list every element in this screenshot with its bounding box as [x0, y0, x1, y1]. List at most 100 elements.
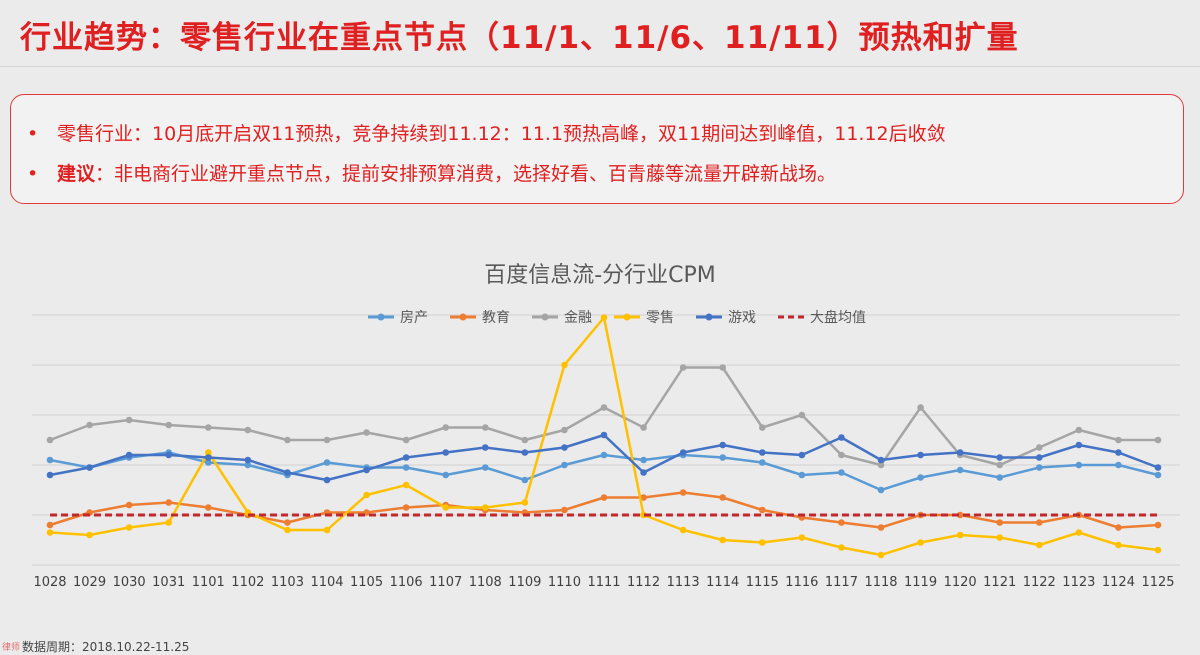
data-point [719, 364, 727, 371]
data-point [1035, 541, 1043, 549]
data-point [402, 504, 410, 511]
legend-swatch-marker [623, 313, 631, 321]
data-point [1154, 436, 1162, 444]
data-point [996, 454, 1004, 461]
x-tick-label: 1120 [944, 575, 977, 590]
data-point [1154, 464, 1162, 471]
data-point [917, 404, 924, 411]
x-tick-label: 1113 [667, 575, 700, 590]
legend-label: 大盘均值 [810, 309, 866, 326]
x-tick-label: 1116 [785, 575, 818, 590]
x-tick-label: 1118 [864, 575, 897, 590]
data-point [323, 436, 331, 444]
data-point [284, 519, 291, 526]
data-point [838, 519, 845, 526]
x-tick-label: 1122 [1023, 575, 1056, 590]
x-tick-label: 1028 [33, 575, 66, 590]
data-point [996, 519, 1004, 526]
data-point [719, 441, 727, 449]
bullet-marker: • [27, 163, 39, 185]
x-tick-label: 1108 [469, 575, 502, 590]
data-point [679, 526, 687, 534]
data-point [838, 544, 845, 551]
x-tick-label: 1114 [706, 575, 739, 590]
x-tick-label: 1031 [152, 575, 185, 590]
cpm-line-chart: 百度信息流-分行业CPM 房产 教育 金融 零售 游戏 大盘均值 1028 1029 1030 10… [32, 263, 1180, 590]
data-point [996, 474, 1004, 481]
data-point [1035, 519, 1043, 526]
x-tick-label: 1123 [1062, 575, 1095, 590]
bullet-marker: • [27, 123, 39, 145]
data-point [363, 466, 370, 474]
data-point [600, 404, 608, 411]
data-point [561, 444, 568, 451]
data-point [877, 461, 885, 469]
page-title: 行业趋势：零售行业在重点节点（11/1、11/6、11/11）预热和扩量 [20, 20, 1019, 56]
data-point [1115, 436, 1122, 444]
data-point [165, 499, 173, 506]
data-point [442, 449, 450, 456]
data-point [600, 451, 608, 459]
bullet-strong-label: 建议 [57, 163, 96, 185]
data-point [600, 431, 608, 439]
data-point [561, 506, 568, 514]
data-point [481, 424, 489, 431]
data-point [956, 466, 964, 474]
data-point [402, 454, 410, 461]
data-point [442, 424, 450, 431]
x-tick-label: 1109 [508, 575, 541, 590]
data-point [1075, 529, 1083, 536]
data-point [46, 529, 54, 536]
data-point [640, 424, 647, 431]
data-point [244, 456, 252, 464]
data-point [402, 464, 410, 471]
data-point [204, 504, 212, 511]
data-point [917, 474, 924, 481]
data-period-footer: 数据周期：2018.10.22-11.25 [22, 640, 190, 654]
bullet-suggestion: • 建议：非电商行业避开重点节点，提前安排预算消费，选择好看、百青藤等流量开辟新战… [27, 159, 836, 186]
data-point [561, 426, 568, 434]
data-point [1115, 461, 1122, 469]
data-point [679, 449, 687, 456]
data-point [244, 461, 252, 469]
data-point [284, 526, 291, 534]
x-tick-label: 1030 [113, 575, 146, 590]
data-point [719, 536, 727, 544]
data-point [758, 506, 766, 514]
x-tick-label: 1111 [587, 575, 620, 590]
data-point [1075, 461, 1083, 469]
data-point [86, 421, 93, 429]
data-point [798, 411, 806, 419]
data-point [758, 424, 766, 431]
data-point [838, 451, 845, 459]
data-point [956, 449, 964, 456]
data-point [46, 471, 54, 479]
data-point [719, 494, 727, 501]
legend-label: 教育 [482, 310, 510, 326]
data-point [442, 471, 450, 479]
data-point [1075, 426, 1083, 434]
series-line [49, 366, 1158, 467]
data-point [442, 504, 450, 511]
title-divider [0, 66, 1200, 67]
data-point [798, 534, 806, 541]
data-point [1115, 541, 1122, 549]
data-point [46, 456, 54, 464]
data-point [323, 459, 331, 466]
legend-swatch-marker [377, 313, 385, 321]
data-point [323, 526, 331, 534]
data-point [1154, 521, 1162, 529]
data-point [125, 501, 133, 509]
data-point [561, 361, 568, 369]
data-point [798, 471, 806, 479]
data-point [521, 449, 529, 456]
data-point [838, 469, 845, 476]
data-point [1035, 464, 1043, 471]
data-point [323, 476, 331, 484]
data-point [165, 451, 173, 459]
data-point [125, 451, 133, 459]
data-point [1115, 449, 1122, 456]
chart-title: 百度信息流-分行业CPM [484, 263, 716, 288]
data-point [600, 314, 608, 321]
bullet-retail: • 零售行业：10月底开启双11预热，竞争持续到11.12：11.1预热高峰，双1… [27, 119, 946, 146]
